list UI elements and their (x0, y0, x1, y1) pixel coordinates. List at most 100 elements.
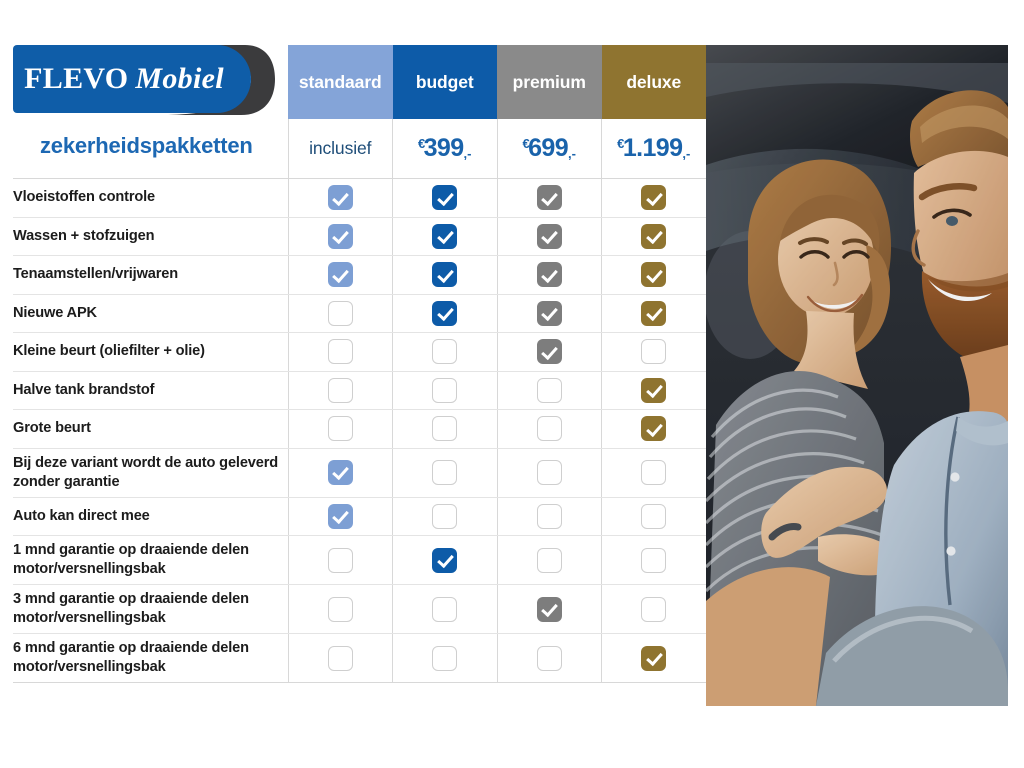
feature-cell-deluxe (601, 448, 707, 498)
checkbox-checked-icon[interactable] (327, 460, 353, 485)
price-row: inclusief €399,- €699,- €1.199,- (13, 119, 707, 179)
feature-cell-budget (392, 584, 497, 634)
feature-cell-premium (496, 409, 602, 449)
feature-cell-standaard (287, 332, 393, 372)
price-amount-budget: 399 (423, 134, 465, 162)
checkbox-unchecked-icon[interactable] (432, 377, 458, 403)
checkbox-checked-icon[interactable] (432, 185, 458, 211)
checkbox-checked-icon[interactable] (327, 185, 353, 211)
checkbox-unchecked-icon[interactable] (536, 460, 562, 485)
checkbox-checked-icon[interactable] (536, 339, 562, 365)
table-row: Auto kan direct mee (13, 497, 707, 536)
checkbox-checked-icon[interactable] (536, 262, 562, 288)
checkbox-checked-icon[interactable] (641, 416, 667, 442)
column-header-budget[interactable]: budget (392, 45, 497, 119)
checkbox-checked-icon[interactable] (536, 223, 562, 249)
checkbox-unchecked-icon[interactable] (327, 377, 353, 403)
checkbox-checked-icon[interactable] (536, 300, 562, 326)
table-row: 1 mnd garantie op draaiende delen motor/… (13, 535, 707, 585)
feature-cell-standaard (287, 255, 393, 295)
feature-cell-budget (392, 217, 497, 256)
checkbox-checked-icon[interactable] (641, 377, 667, 403)
price-row-spacer (13, 119, 288, 179)
table-row: Halve tank brandstof (13, 371, 707, 410)
price-cell-budget: €399,- (392, 119, 497, 179)
checkbox-unchecked-icon[interactable] (536, 645, 562, 671)
feature-cell-standaard (287, 217, 393, 256)
checkbox-unchecked-icon[interactable] (641, 547, 667, 573)
feature-cell-budget (392, 294, 497, 333)
feature-cell-deluxe (601, 371, 707, 410)
checkbox-unchecked-icon[interactable] (536, 416, 562, 442)
checkbox-unchecked-icon[interactable] (327, 416, 353, 442)
feature-cell-premium (496, 294, 602, 333)
feature-cell-standaard (287, 633, 393, 683)
checkbox-checked-icon[interactable] (641, 645, 667, 671)
currency-symbol-budget: € (417, 136, 425, 151)
checkbox-unchecked-icon[interactable] (641, 339, 667, 365)
logo-plate: FLEVO Mobiel (13, 45, 251, 113)
checkbox-checked-icon[interactable] (327, 223, 353, 249)
feature-cell-deluxe (601, 409, 707, 449)
feature-cell-deluxe (601, 217, 707, 256)
checkbox-checked-icon[interactable] (641, 185, 667, 211)
checkbox-unchecked-icon[interactable] (432, 645, 458, 671)
table-row: Vloeistoffen controle (13, 178, 707, 218)
checkbox-checked-icon[interactable] (536, 596, 562, 622)
checkbox-unchecked-icon[interactable] (641, 503, 667, 529)
feature-cell-premium (496, 178, 602, 218)
checkbox-unchecked-icon[interactable] (327, 300, 353, 326)
feature-cell-budget (392, 497, 497, 536)
price-premium: €699,- (522, 134, 576, 162)
feature-cell-standaard (287, 409, 393, 449)
price-cell-premium: €699,- (496, 119, 602, 179)
checkbox-unchecked-icon[interactable] (641, 460, 667, 485)
checkbox-checked-icon[interactable] (641, 262, 667, 288)
checkbox-unchecked-icon[interactable] (641, 596, 667, 622)
checkbox-checked-icon[interactable] (536, 185, 562, 211)
checkbox-unchecked-icon[interactable] (432, 416, 458, 442)
price-budget: €399,- (418, 134, 472, 162)
checkbox-unchecked-icon[interactable] (536, 503, 562, 529)
checkbox-checked-icon[interactable] (641, 300, 667, 326)
checkbox-unchecked-icon[interactable] (327, 547, 353, 573)
checkbox-unchecked-icon[interactable] (327, 645, 353, 671)
checkbox-unchecked-icon[interactable] (536, 547, 562, 573)
feature-cell-standaard (287, 497, 393, 536)
price-standaard: inclusief (309, 138, 372, 158)
checkbox-checked-icon[interactable] (432, 223, 458, 249)
checkbox-unchecked-icon[interactable] (432, 460, 458, 485)
table-row: Grote beurt (13, 409, 707, 449)
checkbox-unchecked-icon[interactable] (432, 503, 458, 529)
column-header-deluxe[interactable]: deluxe (601, 45, 706, 119)
feature-cell-standaard (287, 294, 393, 333)
checkbox-unchecked-icon[interactable] (327, 596, 353, 622)
checkbox-checked-icon[interactable] (432, 300, 458, 326)
price-suffix-deluxe: ,- (682, 146, 691, 161)
feature-cell-budget (392, 409, 497, 449)
table-row: Kleine beurt (oliefilter + olie) (13, 332, 707, 372)
feature-label: Nieuwe APK (13, 294, 288, 333)
column-header-standaard[interactable]: standaard (288, 45, 393, 119)
feature-cell-deluxe (601, 584, 707, 634)
checkbox-unchecked-icon[interactable] (432, 596, 458, 622)
column-header-premium[interactable]: premium (497, 45, 602, 119)
checkbox-checked-icon[interactable] (327, 262, 353, 288)
price-amount-premium: 699 (528, 134, 569, 162)
checkbox-checked-icon[interactable] (432, 547, 458, 573)
feature-cell-standaard (287, 178, 393, 218)
checkbox-checked-icon[interactable] (327, 503, 353, 529)
price-cell-deluxe: €1.199,- (601, 119, 707, 179)
feature-cell-premium (496, 535, 602, 585)
feature-cell-premium (496, 371, 602, 410)
checkbox-unchecked-icon[interactable] (432, 339, 458, 365)
feature-cell-deluxe (601, 633, 707, 683)
checkbox-unchecked-icon[interactable] (536, 377, 562, 403)
feature-cell-budget (392, 178, 497, 218)
price-cell-standaard: inclusief (287, 119, 393, 179)
checkbox-checked-icon[interactable] (641, 223, 667, 249)
table-row: Tenaamstellen/vrijwaren (13, 255, 707, 295)
checkbox-checked-icon[interactable] (432, 262, 458, 288)
checkbox-unchecked-icon[interactable] (327, 339, 353, 365)
